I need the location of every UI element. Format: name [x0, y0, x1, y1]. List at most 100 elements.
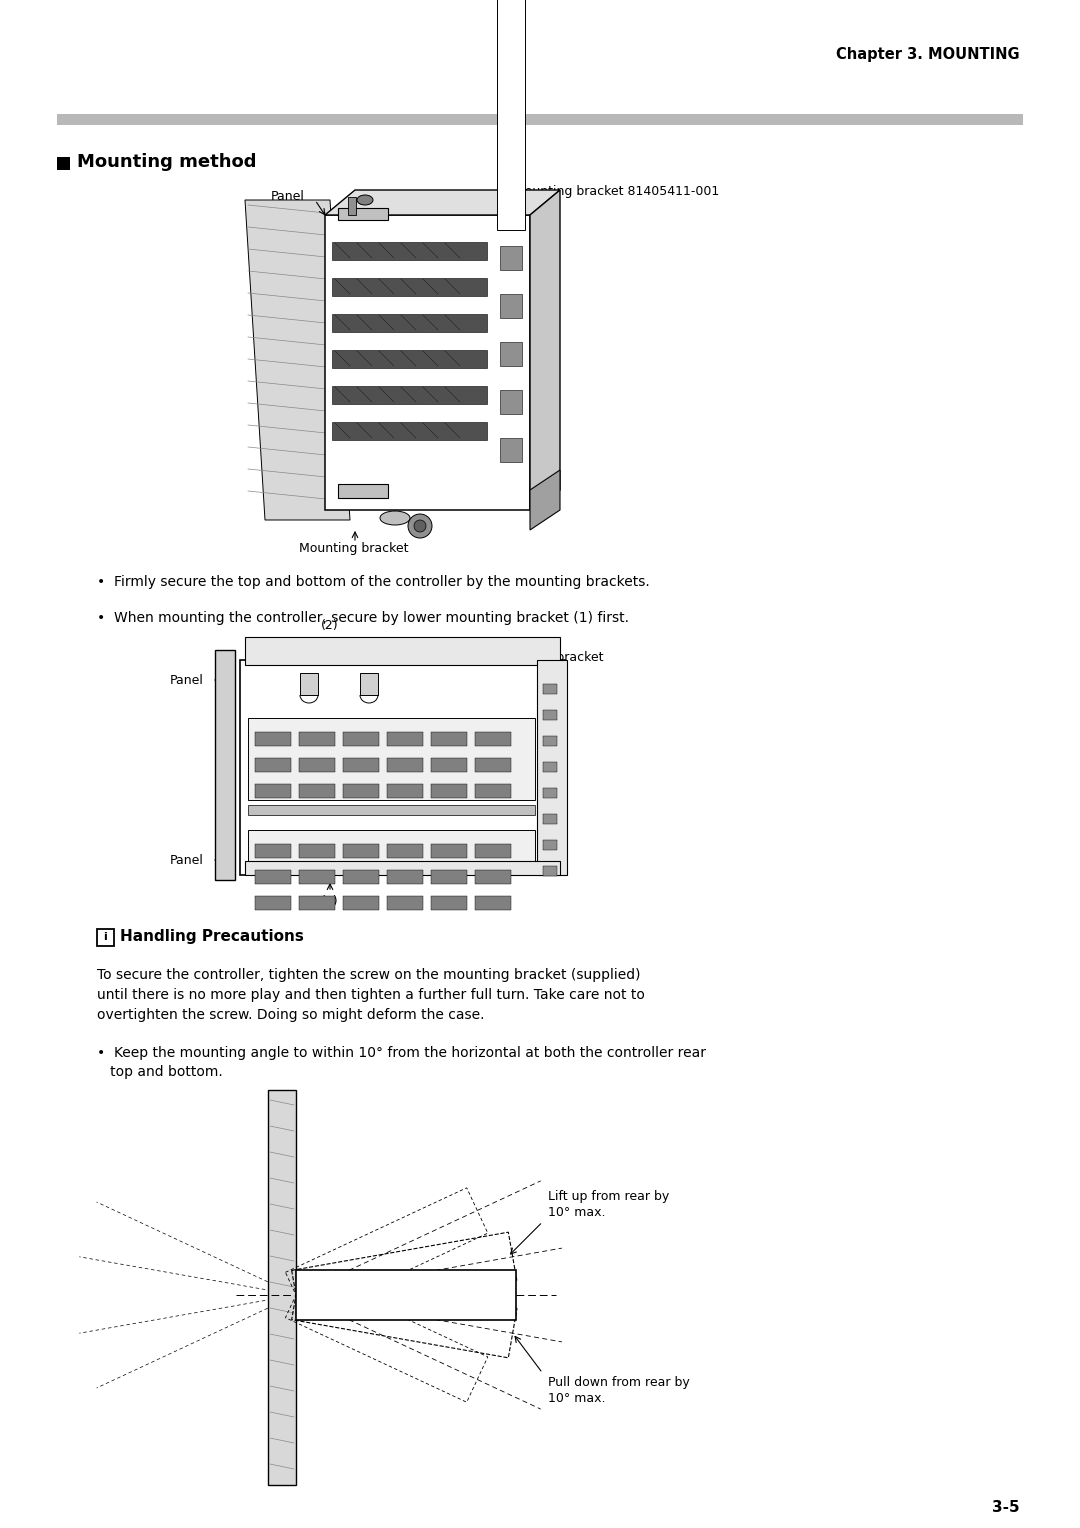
- Bar: [338, 484, 388, 498]
- FancyBboxPatch shape: [97, 929, 114, 946]
- Polygon shape: [296, 1270, 516, 1320]
- Text: Handling Precautions: Handling Precautions: [120, 929, 303, 944]
- Bar: [248, 718, 535, 801]
- Bar: [543, 711, 557, 720]
- Bar: [360, 672, 378, 695]
- Bar: [299, 784, 335, 798]
- Bar: [332, 241, 487, 260]
- Bar: [255, 843, 291, 859]
- Polygon shape: [325, 215, 530, 510]
- Bar: [268, 1089, 296, 1485]
- Text: Panel: Panel: [170, 854, 204, 866]
- Bar: [431, 895, 467, 911]
- Text: •  Firmly secure the top and bottom of the controller by the mounting brackets.: • Firmly secure the top and bottom of th…: [97, 575, 650, 588]
- Text: Panel: Panel: [271, 189, 305, 203]
- Bar: [300, 672, 318, 695]
- Bar: [332, 422, 487, 440]
- Bar: [299, 843, 335, 859]
- Polygon shape: [245, 200, 350, 520]
- Bar: [343, 784, 379, 798]
- Bar: [543, 685, 557, 694]
- Bar: [255, 784, 291, 798]
- Polygon shape: [325, 189, 561, 215]
- Bar: [240, 660, 565, 876]
- Bar: [255, 869, 291, 885]
- Bar: [255, 895, 291, 911]
- Bar: [431, 869, 467, 885]
- Bar: [475, 869, 511, 885]
- Bar: [543, 788, 557, 798]
- Text: Mounting bracket: Mounting bracket: [494, 651, 604, 665]
- Bar: [431, 843, 467, 859]
- Text: (1): (1): [321, 895, 339, 908]
- Bar: [431, 732, 467, 746]
- Bar: [500, 246, 522, 270]
- Bar: [343, 758, 379, 772]
- Bar: [543, 814, 557, 824]
- Bar: [245, 637, 561, 665]
- Bar: [475, 784, 511, 798]
- Polygon shape: [530, 471, 561, 530]
- Bar: [387, 895, 423, 911]
- Bar: [343, 843, 379, 859]
- Text: 3-5: 3-5: [993, 1500, 1020, 1516]
- Bar: [387, 732, 423, 746]
- Bar: [299, 758, 335, 772]
- Bar: [332, 350, 487, 368]
- Bar: [500, 439, 522, 461]
- Text: •  When mounting the controller, secure by lower mounting bracket (1) first.: • When mounting the controller, secure b…: [97, 611, 629, 625]
- Bar: [500, 293, 522, 318]
- Bar: [431, 758, 467, 772]
- Bar: [543, 866, 557, 876]
- Bar: [543, 736, 557, 746]
- Bar: [338, 208, 388, 220]
- Text: Lift up from rear by
10° max.: Lift up from rear by 10° max.: [548, 1190, 669, 1219]
- Polygon shape: [530, 189, 561, 510]
- Text: Mounting method: Mounting method: [77, 153, 257, 171]
- Text: •  Keep the mounting angle to within 10° from the horizontal at both the control: • Keep the mounting angle to within 10° …: [97, 1047, 706, 1079]
- Bar: [500, 342, 522, 367]
- Bar: [332, 387, 487, 403]
- Bar: [475, 758, 511, 772]
- Bar: [299, 732, 335, 746]
- Bar: [248, 805, 535, 814]
- Bar: [245, 860, 561, 876]
- Bar: [343, 895, 379, 911]
- Text: i: i: [104, 932, 107, 941]
- Bar: [543, 840, 557, 850]
- Bar: [332, 278, 487, 296]
- Bar: [57, 157, 70, 170]
- Bar: [255, 732, 291, 746]
- Bar: [431, 784, 467, 798]
- Text: Mounting bracket 81405411-001: Mounting bracket 81405411-001: [514, 185, 719, 199]
- Text: Mounting bracket: Mounting bracket: [299, 542, 408, 555]
- Ellipse shape: [357, 196, 373, 205]
- Text: Panel: Panel: [170, 674, 204, 686]
- Bar: [332, 313, 487, 332]
- Bar: [299, 869, 335, 885]
- Circle shape: [408, 513, 432, 538]
- Bar: [348, 197, 356, 215]
- Text: Chapter 3. MOUNTING: Chapter 3. MOUNTING: [836, 47, 1020, 63]
- Bar: [387, 843, 423, 859]
- Bar: [497, 0, 525, 231]
- Circle shape: [414, 520, 426, 532]
- Bar: [387, 758, 423, 772]
- Bar: [248, 830, 535, 866]
- Text: Pull down from rear by
10° max.: Pull down from rear by 10° max.: [548, 1377, 689, 1406]
- Bar: [215, 649, 235, 880]
- Bar: [500, 390, 522, 414]
- Bar: [57, 115, 1023, 125]
- Bar: [537, 660, 567, 876]
- Ellipse shape: [380, 510, 410, 526]
- Text: To secure the controller, tighten the screw on the mounting bracket (supplied)
u: To secure the controller, tighten the sc…: [97, 969, 645, 1022]
- Bar: [475, 895, 511, 911]
- Bar: [255, 758, 291, 772]
- Bar: [475, 843, 511, 859]
- Bar: [475, 732, 511, 746]
- Bar: [299, 895, 335, 911]
- Bar: [343, 869, 379, 885]
- Bar: [543, 762, 557, 772]
- Text: (2): (2): [321, 619, 339, 633]
- Bar: [387, 784, 423, 798]
